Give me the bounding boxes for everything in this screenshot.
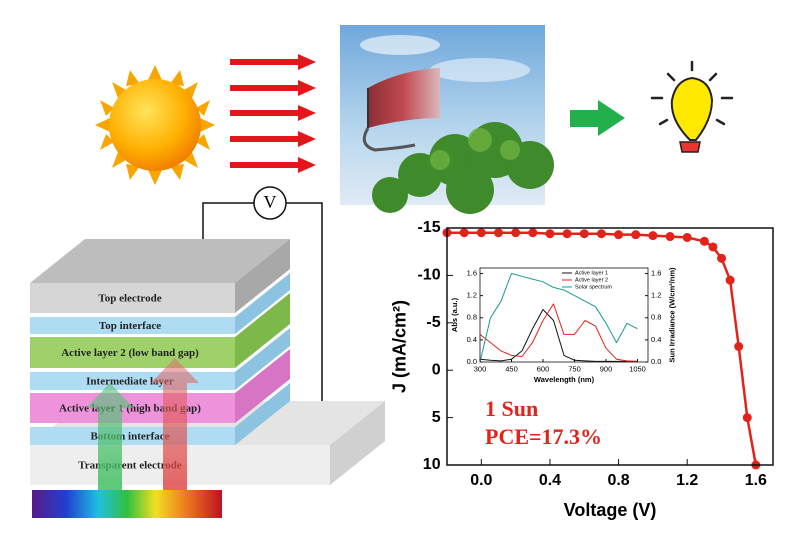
y2-tick-label: 1.2 <box>651 291 661 300</box>
x-tick-label: 750 <box>568 364 581 373</box>
circuit <box>202 186 323 420</box>
y2-tick-label: 1.6 <box>651 269 661 278</box>
data-point <box>476 228 486 238</box>
y-tick-label: 0.0 <box>467 357 477 366</box>
data-point <box>665 232 675 242</box>
x-tick-label: 450 <box>505 364 518 373</box>
data-point <box>596 229 606 239</box>
data-point <box>708 242 718 252</box>
y2-tick-label: 0.8 <box>651 313 661 322</box>
data-point <box>717 253 727 263</box>
legend-label: Active layer 1 <box>575 270 608 276</box>
y-tick-label: -5 <box>426 314 440 331</box>
data-point <box>562 229 572 239</box>
plot-frame <box>479 267 649 363</box>
layer-side <box>235 349 290 423</box>
data-point <box>725 275 735 285</box>
layer-label: Intermediate layer <box>86 376 174 388</box>
layer-side <box>235 273 290 334</box>
layer-top <box>30 239 290 283</box>
layer-side <box>330 401 385 485</box>
inset-background <box>480 268 648 362</box>
data-point <box>528 228 538 238</box>
y-tick-label: 1.2 <box>467 291 477 300</box>
data-point <box>648 231 658 241</box>
x-tick-label: 0.0 <box>470 472 492 489</box>
data-point <box>682 232 692 242</box>
x-tick-label: 600 <box>537 364 550 373</box>
light-absorption-arrows <box>86 358 199 490</box>
x-tick-label: 900 <box>600 364 613 373</box>
layer-side <box>235 328 290 390</box>
voltmeter-label: V <box>264 192 277 212</box>
layer-front <box>30 283 235 313</box>
y-tick-label: -15 <box>417 219 440 236</box>
data-point <box>699 236 709 246</box>
light-arrows <box>230 54 316 173</box>
layer-front <box>30 317 235 334</box>
data-point <box>545 229 555 239</box>
data-point <box>579 229 589 239</box>
layer-label: Active layer 2 (low band gap) <box>61 347 199 359</box>
y2-axis-label: Sun Irradiance (W/cm²/nm) <box>668 267 677 363</box>
layer-front <box>30 337 235 368</box>
data-point <box>742 413 752 423</box>
y-axis-label: J (mA/cm²) <box>389 300 409 393</box>
annotation: PCE=17.3% <box>485 424 602 449</box>
plot-frame <box>446 227 774 466</box>
y-tick-label: 5 <box>432 409 441 426</box>
light-bulb <box>650 60 734 153</box>
y-axis-label: Abs (a.u.) <box>450 297 459 332</box>
annotation: 1 Sun <box>485 396 538 421</box>
legend-label: Solar spectrum <box>575 284 612 290</box>
series-line <box>479 303 638 362</box>
flexible-cell-photo <box>340 25 554 214</box>
layer-side <box>235 239 290 313</box>
output-arrow <box>570 100 625 136</box>
y2-tick-label: 0.0 <box>651 357 661 366</box>
layer-side <box>235 293 290 368</box>
layer-label: Top electrode <box>98 293 161 305</box>
y-tick-label: 0.4 <box>467 335 477 344</box>
spectrum-bar <box>32 490 222 518</box>
y-tick-label: 0.8 <box>467 313 477 322</box>
series-line <box>479 309 638 362</box>
x-tick-label: 300 <box>474 364 487 373</box>
layer-side <box>235 383 290 445</box>
x-tick-label: 1050 <box>629 364 646 373</box>
y2-tick-label: 0.4 <box>651 335 661 344</box>
y-tick-label: 1.6 <box>467 269 477 278</box>
data-point <box>734 342 744 351</box>
x-tick-label: 1.6 <box>745 472 767 489</box>
series-line <box>479 273 638 363</box>
x-axis-label: Wavelength (nm) <box>534 375 595 384</box>
data-point <box>459 228 469 238</box>
x-tick-label: 0.4 <box>539 472 561 489</box>
data-point <box>614 230 624 240</box>
y-tick-label: -10 <box>417 267 440 284</box>
y-tick-label: 10 <box>423 456 441 473</box>
charts: 0.0 0.4 0.8 1.2 1.6 -15 -10 -5 0 5 10 Voltage (V) J … <box>389 219 774 520</box>
x-tick-label: 1.2 <box>676 472 698 489</box>
legend-label: Active layer 2 <box>575 277 608 283</box>
x-tick-label: 0.8 <box>607 472 629 489</box>
y-tick-label: 0 <box>432 361 441 378</box>
data-point <box>631 230 641 240</box>
series-line <box>447 231 758 466</box>
x-axis-label: Voltage (V) <box>564 500 657 520</box>
data-point <box>511 228 521 238</box>
sun <box>95 65 215 185</box>
layer-label: Top interface <box>99 320 161 332</box>
data-point <box>493 228 503 238</box>
